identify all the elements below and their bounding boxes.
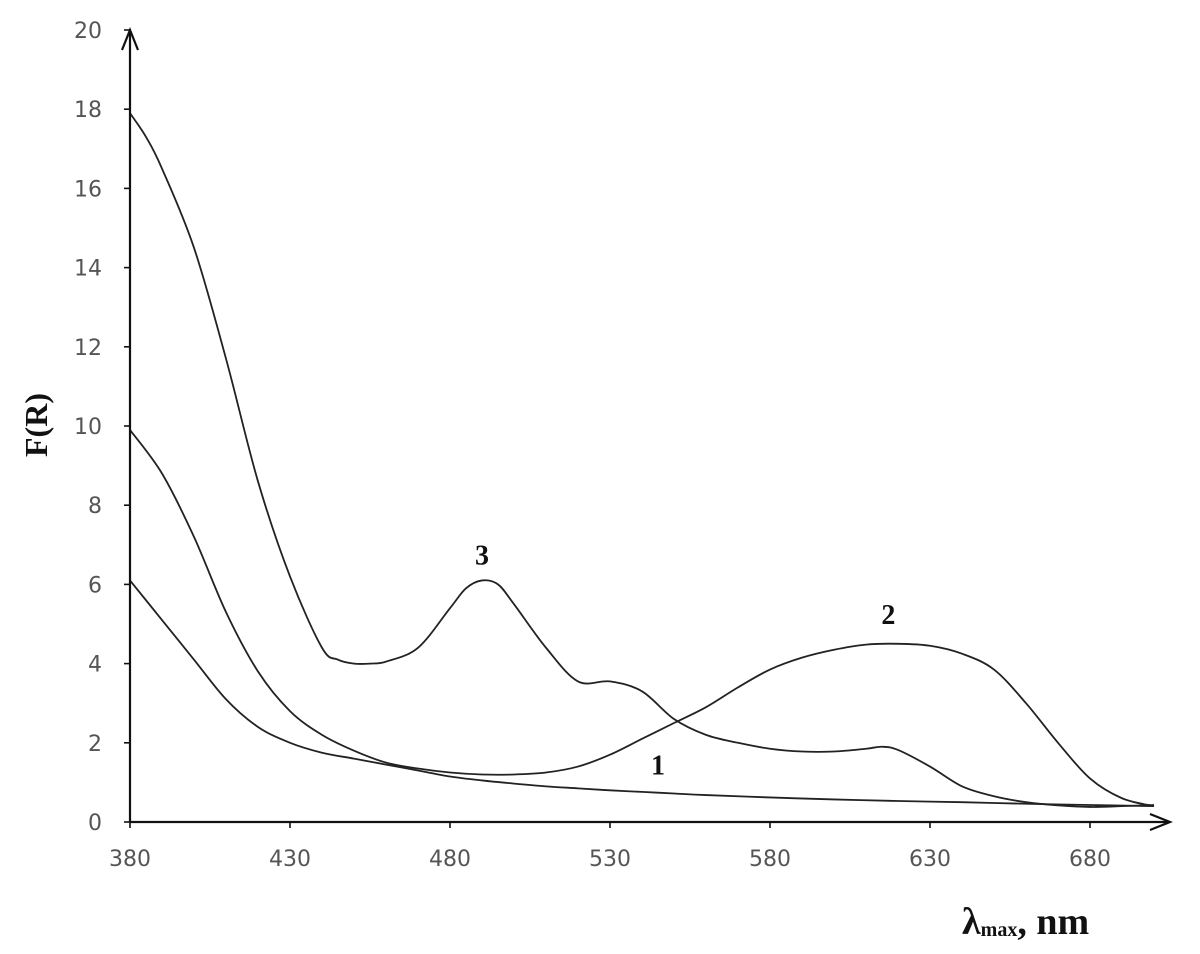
x-axis-label-symbol: λ bbox=[962, 901, 981, 943]
y-tick-label: 2 bbox=[88, 732, 102, 757]
y-tick-label: 10 bbox=[74, 415, 102, 440]
y-tick-label: 20 bbox=[74, 19, 102, 44]
x-axis-label: λmax, nm bbox=[962, 901, 1089, 943]
x-axis-label-unit: , nm bbox=[1017, 901, 1089, 943]
series-label-1: 1 bbox=[651, 750, 665, 781]
axes-layer bbox=[120, 27, 1173, 832]
series-label-2: 2 bbox=[881, 600, 895, 631]
y-tick-label: 6 bbox=[88, 573, 102, 598]
y-tick-label: 8 bbox=[88, 494, 102, 519]
x-tick-label: 580 bbox=[749, 847, 791, 872]
y-tick-label: 0 bbox=[88, 811, 102, 836]
series-line-1 bbox=[129, 579, 1155, 808]
x-axis-arrow bbox=[1149, 812, 1173, 832]
y-tick-label: 4 bbox=[88, 653, 102, 678]
x-tick-label: 380 bbox=[109, 847, 151, 872]
y-tick-label: 14 bbox=[74, 257, 102, 282]
x-tick-label: 480 bbox=[429, 847, 471, 872]
y-tick-label: 12 bbox=[74, 336, 102, 361]
x-axis-label-subscript: max bbox=[981, 919, 1018, 941]
y-axis-label: F(R) bbox=[18, 393, 54, 457]
series-label-3: 3 bbox=[475, 541, 489, 572]
y-tick-label: 18 bbox=[74, 98, 102, 123]
x-tick-label: 530 bbox=[589, 847, 631, 872]
y-tick-label: 16 bbox=[74, 177, 102, 202]
x-tick-label: 430 bbox=[269, 847, 311, 872]
x-tick-label: 680 bbox=[1069, 847, 1111, 872]
series-line-2 bbox=[129, 429, 1155, 808]
series-layer bbox=[129, 112, 1155, 808]
x-tick-label: 630 bbox=[909, 847, 951, 872]
series-line-3 bbox=[129, 112, 1155, 808]
